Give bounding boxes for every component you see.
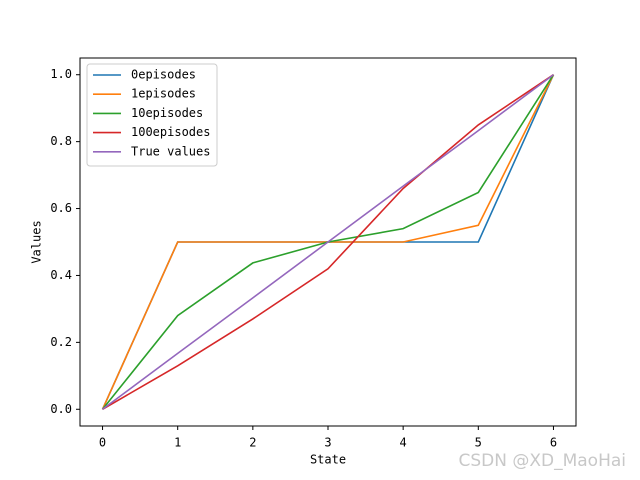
y-tick-label: 0.2 bbox=[50, 335, 72, 349]
legend-label: 10episodes bbox=[131, 106, 203, 120]
series-line bbox=[102, 74, 554, 410]
x-tick-label: 4 bbox=[400, 436, 407, 450]
x-tick-label: 0 bbox=[99, 436, 106, 450]
series-line bbox=[102, 74, 554, 410]
x-axis-label: State bbox=[310, 453, 346, 467]
legend-box bbox=[86, 63, 218, 167]
y-tick-label: 0.4 bbox=[50, 268, 72, 282]
y-tick-label: 0.6 bbox=[50, 201, 72, 215]
y-tick-label: 0.8 bbox=[50, 134, 72, 148]
y-axis-label: Values bbox=[30, 220, 44, 263]
x-tick-label: 1 bbox=[174, 436, 181, 450]
legend-label: True values bbox=[131, 144, 210, 158]
x-tick-label: 5 bbox=[475, 436, 482, 450]
legend-label: 1episodes bbox=[131, 87, 196, 101]
y-tick-label: 0.0 bbox=[50, 402, 72, 416]
watermark: CSDN @XD_MaoHai bbox=[458, 451, 626, 471]
y-tick-label: 1.0 bbox=[50, 67, 72, 81]
legend-label: 0episodes bbox=[131, 68, 196, 82]
x-tick-label: 3 bbox=[324, 436, 331, 450]
legend-label: 100episodes bbox=[131, 125, 210, 139]
x-tick-label: 2 bbox=[249, 436, 256, 450]
x-tick-label: 6 bbox=[550, 436, 557, 450]
